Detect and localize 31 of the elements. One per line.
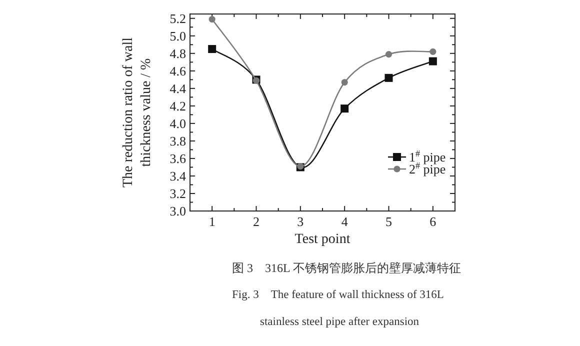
y-tick-label: 3.8 xyxy=(170,133,186,148)
point xyxy=(385,50,392,58)
y-tick-label: 3.0 xyxy=(170,204,186,218)
x-tick-label: 2 xyxy=(253,214,260,229)
y-tick-label: 3.2 xyxy=(170,186,186,201)
point xyxy=(428,57,437,66)
x-tick-label: 6 xyxy=(430,214,437,229)
point xyxy=(208,16,216,23)
caption: 图 3 316L 不锈钢管膨胀后的壁厚减薄特征 xyxy=(232,261,461,275)
x-tick-label: 1 xyxy=(208,214,216,229)
y-axis-title: The reduction ratio of wall thickness value / % xyxy=(121,37,154,188)
point xyxy=(208,45,216,54)
y-tick-label: 3.6 xyxy=(170,150,186,166)
x-tick-label: 3 xyxy=(297,214,304,229)
text: stainless steel pipe after expansion xyxy=(260,316,420,328)
x-axis-title: Test point xyxy=(294,232,350,247)
y-tick-label: 4.8 xyxy=(170,46,186,61)
point xyxy=(341,78,348,86)
point xyxy=(384,74,393,82)
point xyxy=(340,104,349,113)
y-tick-label: 4.4 xyxy=(170,80,186,96)
caption: Fig. 3 The feature of wall thickness of 316L xyxy=(232,289,444,301)
y-tick-label: 4.2 xyxy=(170,98,186,114)
y-tick-label: 4.0 xyxy=(170,116,186,131)
point xyxy=(430,48,436,55)
y-tick-label: 5.0 xyxy=(170,28,186,44)
x-tick-label: 5 xyxy=(386,214,392,229)
y-tick-label: 5.2 xyxy=(170,10,186,26)
x-tick-label: 4 xyxy=(341,214,348,229)
y-tick-label: 4.6 xyxy=(170,63,186,78)
y-tick-label: 3.4 xyxy=(170,168,186,184)
